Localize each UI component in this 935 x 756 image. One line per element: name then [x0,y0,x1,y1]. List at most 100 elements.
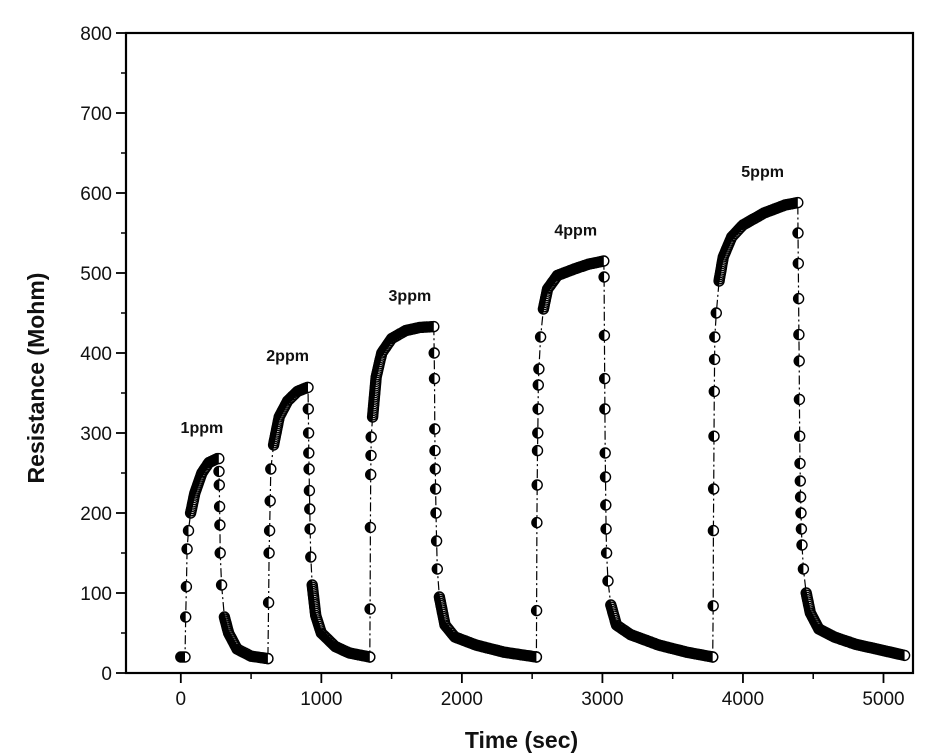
plot-frame [124,31,915,675]
data-point [430,507,442,519]
data-point [213,479,226,491]
data-point [365,468,377,481]
series-1ppm [175,452,274,665]
data-point [364,521,377,534]
data-point [707,600,719,612]
data-point [429,444,441,457]
data-point [429,463,441,475]
series-3ppm [364,320,543,663]
data-point [531,444,544,457]
y-tick-label: 400 [80,344,112,365]
data-point [532,379,544,391]
data-point [708,385,720,398]
annotation-label: 5ppm [741,164,784,181]
data-point [709,331,721,343]
data-point [792,292,805,305]
data-point [262,596,275,609]
data-point [215,579,228,591]
data-point [303,463,315,475]
data-point [794,475,806,487]
data-point [532,427,544,439]
data-point [533,363,545,375]
data-point [530,651,543,663]
annotation-label: 3ppm [389,288,432,305]
data-point [179,651,191,663]
data-point [428,372,441,385]
x-axis: 0 1000 2000 3000 4000 5000 [176,673,905,710]
data-point [794,457,806,470]
data-point [707,524,720,537]
data-point [534,331,547,343]
data-point [213,500,226,513]
data-point [532,403,544,415]
data-point [598,255,610,267]
data-point [793,393,806,406]
data-point [264,495,276,507]
y-tick-label: 800 [80,24,112,45]
y-tick-label: 200 [80,504,112,525]
y-tick-label: 700 [80,104,112,125]
data-point [708,353,721,366]
data-point [304,523,316,535]
annotation-label: 1ppm [181,420,224,437]
data-point [182,524,195,537]
data-point [599,372,611,385]
data-point [364,603,376,615]
data-point [598,329,611,342]
y-tick-label: 0 [101,664,112,685]
data-point [530,604,543,617]
data-point [708,483,720,495]
data-point [303,484,316,497]
data-point [303,447,315,459]
data-point [795,523,808,535]
data-point [600,547,613,559]
data-point [214,547,226,559]
x-tick-label: 3000 [581,689,623,710]
data-point [214,519,226,531]
data-point [430,535,443,547]
x-tick-label: 0 [176,689,187,710]
data-point [600,499,612,511]
data-point [707,651,719,663]
data-point [794,430,806,442]
data-point [710,307,722,319]
data-point [431,563,443,575]
data-point [531,516,543,529]
data-point [794,491,807,503]
data-point [792,227,804,239]
data-point [213,465,225,478]
data-point [365,431,377,443]
data-point [428,347,440,359]
data-point [600,523,612,535]
data-point [792,257,804,270]
data-point [796,539,808,551]
x-axis-title: Time (sec) [465,727,578,753]
data-point [602,575,614,587]
data-point [793,328,805,341]
data-point [599,447,611,459]
data-point [365,449,377,462]
data-point [265,463,277,475]
series-5ppm [707,196,911,663]
data-point [179,611,192,623]
annotation-label: 2ppm [266,348,309,365]
x-tick-label: 1000 [300,689,342,710]
series-4ppm [530,255,719,663]
data-point [263,524,276,537]
data-point [302,403,314,415]
data-point [429,423,441,435]
data-series [175,196,911,665]
annotation-label: 4ppm [554,222,597,239]
data-point [429,483,442,495]
y-axis-title: Resistance (Mohm) [23,273,49,484]
data-point [797,563,810,575]
x-tick-label: 4000 [722,689,764,710]
data-point [302,381,314,394]
series-2ppm [262,381,376,665]
data-point [708,430,720,442]
y-tick-label: 600 [80,184,112,205]
data-point [263,547,275,559]
data-point [364,651,376,663]
data-point [599,403,611,415]
